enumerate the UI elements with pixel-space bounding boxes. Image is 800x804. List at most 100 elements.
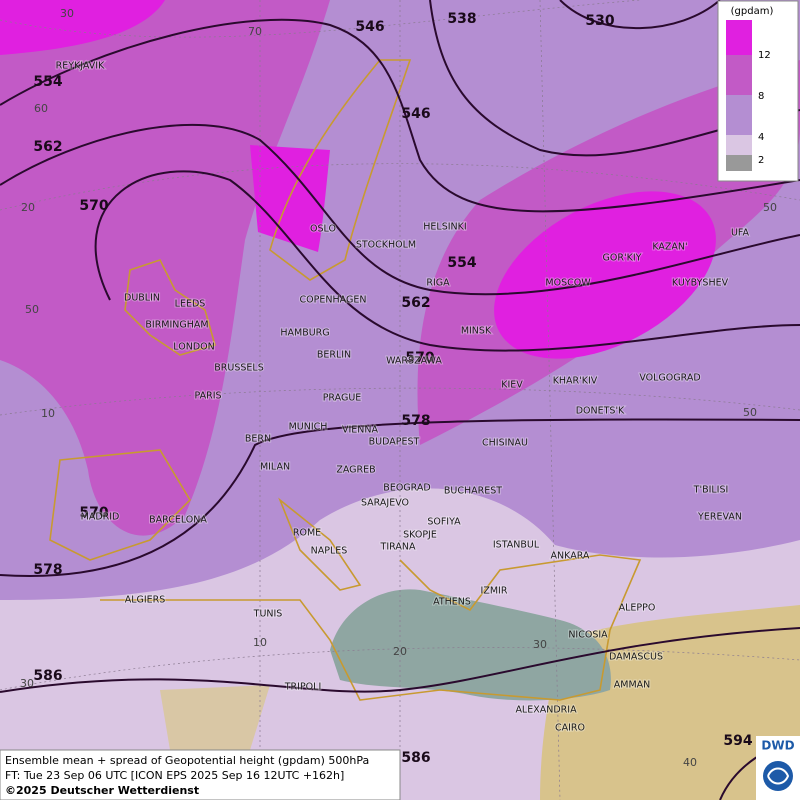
legend-label: 12 — [758, 50, 771, 61]
contour-label: 530 — [585, 13, 614, 29]
city-label: BEOGRAD — [383, 483, 430, 494]
city-label: GOR'KIY — [603, 253, 642, 264]
grid-label: 50 — [743, 406, 757, 419]
city-label: IZMIR — [481, 586, 508, 597]
legend-title: (gpdam) — [731, 6, 774, 17]
footer: Ensemble mean + spread of Geopotential h… — [0, 750, 400, 800]
footer-line: Ensemble mean + spread of Geopotential h… — [5, 754, 369, 767]
city-label: T'BILISI — [693, 485, 729, 496]
grid-label: 60 — [34, 102, 48, 115]
city-label: VOLGOGRAD — [639, 373, 700, 384]
city-label: BRUSSELS — [214, 363, 263, 374]
city-label: BIRMINGHAM — [145, 320, 208, 331]
contour-label: 546 — [401, 106, 430, 122]
city-label: TIRANA — [380, 542, 416, 553]
city-label: OSLO — [310, 224, 336, 235]
logo-text: DWD — [761, 739, 794, 753]
city-label: MOSCOW — [545, 278, 591, 289]
city-label: ATHENS — [433, 597, 471, 608]
city-label: KAZAN' — [652, 242, 687, 253]
contour-label: 562 — [33, 139, 62, 155]
footer-line: FT: Tue 23 Sep 06 UTC [ICON EPS 2025 Sep… — [5, 769, 344, 782]
city-label: NAPLES — [311, 546, 348, 557]
city-label: SKOPJE — [403, 530, 437, 541]
city-label: SARAJEVO — [361, 498, 409, 509]
city-label: KHAR'KIV — [553, 376, 598, 387]
city-label: CAIRO — [555, 723, 585, 734]
contour-label: 586 — [33, 668, 62, 684]
contour-label: 554 — [33, 74, 62, 90]
contour-label: 578 — [401, 413, 430, 429]
legend-swatch — [726, 20, 752, 55]
contour-label: 554 — [447, 255, 476, 271]
city-label: BERLIN — [317, 350, 351, 361]
contour-label: 546 — [355, 19, 384, 35]
city-label: KUYBYSHEV — [672, 278, 729, 289]
city-label: KIEV — [501, 380, 523, 391]
city-label: DONETS'K — [576, 406, 625, 417]
city-label: PARIS — [194, 391, 221, 402]
grid-label: 10 — [253, 636, 267, 649]
contour-label: 586 — [401, 750, 430, 766]
grid-label: 50 — [763, 201, 777, 214]
grid-label: 50 — [25, 303, 39, 316]
grid-label: 30 — [60, 7, 74, 20]
city-label: TUNIS — [253, 609, 283, 620]
grid-label: 10 — [41, 407, 55, 420]
city-label: MADRID — [81, 512, 120, 523]
city-label: BUDAPEST — [369, 437, 420, 448]
grid-label: 30 — [533, 638, 547, 651]
legend-label: 4 — [758, 132, 764, 143]
city-label: YEREVAN — [697, 512, 742, 523]
city-label: BERN — [245, 434, 271, 445]
city-label: BUCHAREST — [444, 486, 502, 497]
contour-label: 570 — [79, 198, 108, 214]
city-label: BARCELONA — [149, 515, 207, 526]
contour-label: 594 — [723, 733, 752, 749]
city-label: ALEXANDRIA — [515, 705, 577, 716]
city-label: DUBLIN — [124, 293, 160, 304]
legend-label: 2 — [758, 155, 764, 166]
city-label: UFA — [731, 228, 750, 239]
city-label: SOFIYA — [427, 517, 461, 528]
city-label: WARSZAWA — [386, 356, 442, 367]
city-label: NICOSIA — [568, 630, 608, 641]
grid-label: 20 — [393, 645, 407, 658]
legend-swatch — [726, 135, 752, 155]
legend-label: 8 — [758, 91, 764, 102]
city-label: ROME — [293, 528, 321, 539]
grid-label: 30 — [20, 677, 34, 690]
contour-label: 538 — [447, 11, 476, 27]
city-label: AMMAN — [614, 680, 651, 691]
legend-swatch — [726, 55, 752, 95]
contour-label: 562 — [401, 295, 430, 311]
legend-swatch — [726, 95, 752, 135]
logo: DWD — [756, 736, 800, 800]
city-label: COPENHAGEN — [300, 295, 367, 306]
city-label: HELSINKI — [423, 222, 466, 233]
grid-label: 70 — [248, 25, 262, 38]
city-label: DAMASCUS — [609, 652, 663, 663]
city-label: ZAGREB — [336, 465, 375, 476]
city-label: LEEDS — [175, 299, 206, 310]
city-label: HAMBURG — [280, 328, 329, 339]
city-label: ANKARA — [551, 551, 590, 562]
city-label: ISTANBUL — [493, 540, 540, 551]
contour-label: 578 — [33, 562, 62, 578]
city-label: MILAN — [260, 462, 290, 473]
city-label: STOCKHOLM — [356, 240, 416, 251]
city-label: VIENNA — [342, 425, 379, 436]
city-label: LONDON — [173, 342, 214, 353]
city-label: MINSK — [461, 326, 492, 337]
legend: (gpdam) 12 8 4 2 — [718, 1, 798, 181]
city-label: REYKJAVIK — [56, 61, 105, 72]
city-label: ALEPPO — [619, 603, 656, 614]
footer-line: ©2025 Deutscher Wetterdienst — [5, 784, 199, 797]
city-label: CHISINAU — [482, 438, 528, 449]
legend-swatch — [726, 155, 752, 171]
city-label: ALGIERS — [125, 595, 166, 606]
city-label: TRIPOLI — [284, 682, 322, 693]
grid-label: 20 — [21, 201, 35, 214]
